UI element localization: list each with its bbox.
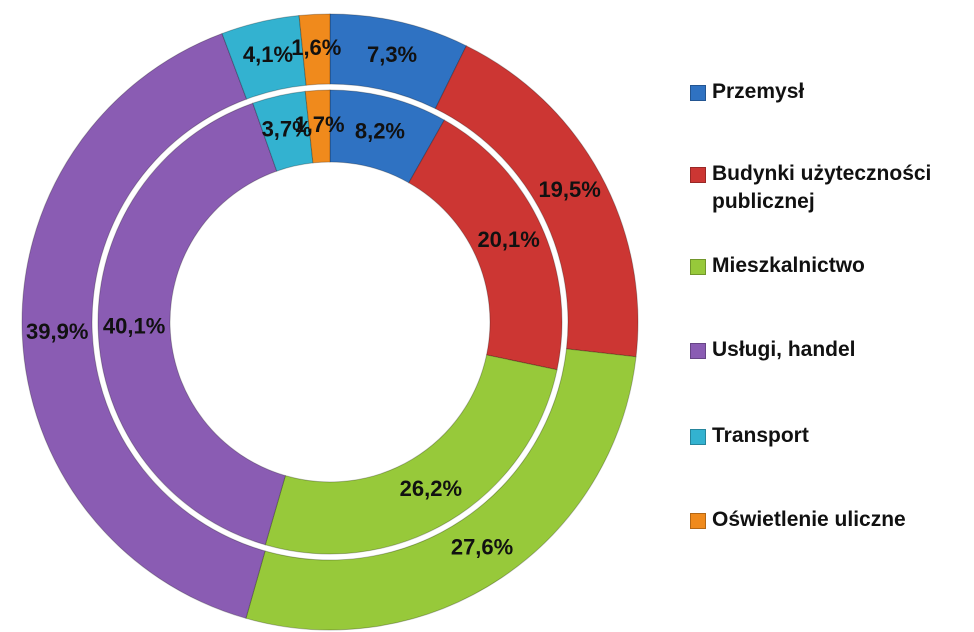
legend-item: Mieszkalnictwo (690, 252, 972, 280)
legend-label: Budynki użyteczności publicznej (712, 162, 932, 213)
data-label: 8,2% (355, 118, 405, 143)
segment (97, 102, 286, 546)
legend-item: Transport (690, 422, 972, 450)
data-label: 1,7% (294, 112, 344, 137)
legend-swatch (690, 259, 706, 275)
legend-swatch (690, 343, 706, 359)
data-label: 4,1% (243, 42, 293, 67)
segment (329, 13, 468, 110)
legend-item: Budynki użyteczności publicznej (690, 160, 972, 216)
legend-label: Mieszkalnictwo (712, 254, 865, 277)
data-label: 39,9% (26, 319, 88, 344)
legend-item: Przemysł (690, 78, 972, 106)
segment (245, 348, 637, 631)
segment (298, 13, 331, 86)
legend-swatch (690, 167, 706, 183)
segment (21, 32, 266, 619)
legend-item: Usługi, handel (690, 336, 972, 364)
legend-swatch (690, 429, 706, 445)
legend-item: Oświetlenie uliczne (690, 506, 972, 534)
segment (434, 45, 639, 358)
data-label: 3,7% (262, 117, 312, 142)
data-label: 19,5% (538, 177, 600, 202)
legend-label: Oświetlenie uliczne (712, 508, 906, 531)
data-label: 7,3% (367, 42, 417, 67)
chart: 7,3% 19,5% 27,6% 39,9% 4,1%1,6% 8,2% 20,1% 26,2… (21, 13, 639, 631)
segment (304, 89, 331, 164)
segment (252, 90, 314, 172)
legend-swatch (690, 513, 706, 529)
segment (408, 119, 563, 371)
legend-label: Transport (712, 424, 809, 447)
data-label: 27,6% (451, 535, 513, 560)
legend-swatch (690, 85, 706, 101)
segment (264, 354, 558, 555)
data-label: 20,1% (477, 227, 539, 252)
data-label: 1,6% (291, 35, 341, 60)
data-label: 40,1% (103, 313, 165, 338)
segment (329, 89, 445, 184)
legend-label: Usługi, handel (712, 338, 856, 361)
data-label: 26,2% (400, 476, 462, 501)
legend-label: Przemysł (712, 80, 805, 103)
